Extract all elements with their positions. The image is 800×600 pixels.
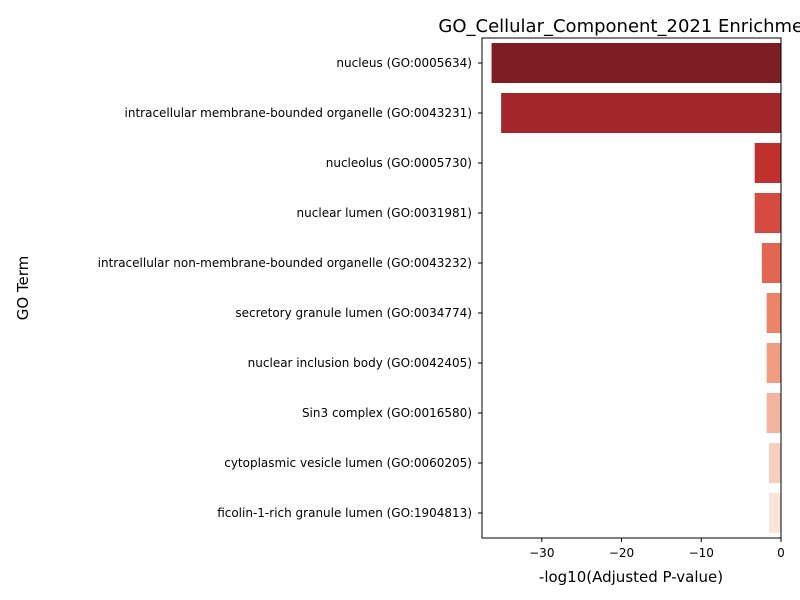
y-tick-label: intracellular non-membrane-bounded organ… [98, 256, 472, 270]
bar-8 [769, 443, 781, 483]
bar-5 [766, 293, 781, 333]
bar-4 [761, 243, 781, 283]
y-tick-label: Sin3 complex (GO:0016580) [302, 406, 472, 420]
y-tick-label: secretory granule lumen (GO:0034774) [235, 306, 472, 320]
y-tick-label: cytoplasmic vesicle lumen (GO:0060205) [224, 456, 472, 470]
y-tick-label: nuclear inclusion body (GO:0042405) [248, 356, 472, 370]
axes-frame [481, 37, 782, 539]
x-tick-label: −30 [529, 546, 554, 560]
y-tick-labels: nucleus (GO:0005634) intracellular membra… [98, 56, 482, 520]
bar-0 [491, 43, 781, 83]
x-tick-label: −10 [689, 546, 714, 560]
bar-3 [754, 193, 781, 233]
x-tick-label: −20 [609, 546, 634, 560]
y-axis-title: GO Term [14, 256, 32, 321]
chart-title: GO_Cellular_Component_2021 Enrichment [438, 16, 800, 37]
x-tick-label: 0 [777, 546, 785, 560]
bar-9 [769, 493, 781, 533]
x-axis-title: -log10(Adjusted P-value) [539, 568, 723, 586]
bars-group [491, 43, 781, 533]
bar-2 [754, 143, 781, 183]
bar-1 [501, 93, 781, 133]
y-tick-label: nucleus (GO:0005634) [336, 56, 472, 70]
y-tick-label: ficolin-1-rich granule lumen (GO:1904813… [217, 506, 472, 520]
bar-6 [766, 343, 781, 383]
y-tick-label: nuclear lumen (GO:0031981) [297, 206, 472, 220]
y-tick-label: nucleolus (GO:0005730) [326, 156, 472, 170]
y-tick-label: intracellular membrane-bounded organelle… [125, 106, 472, 120]
x-ticks: −30 −20 −10 0 [529, 538, 785, 560]
bar-7 [766, 393, 781, 433]
